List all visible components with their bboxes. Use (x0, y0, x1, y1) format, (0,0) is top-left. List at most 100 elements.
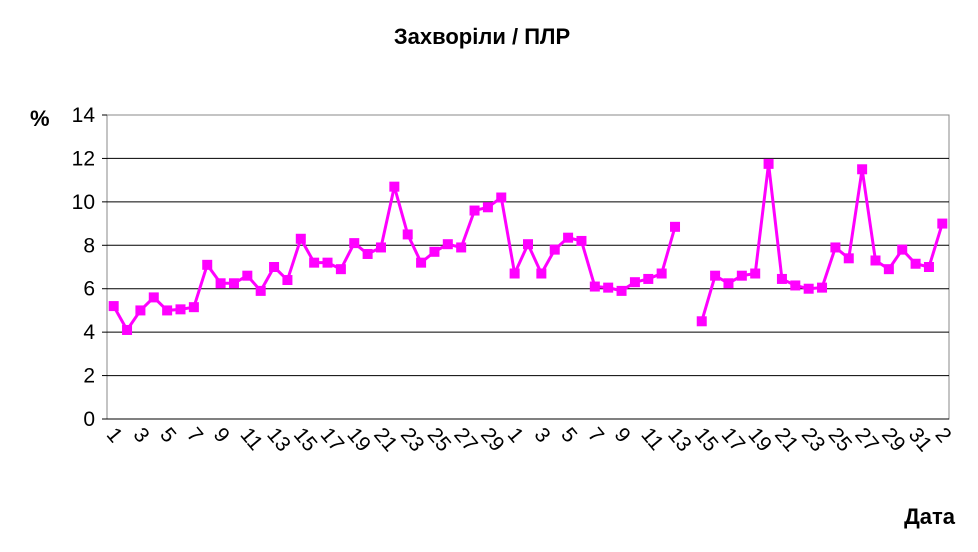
x-tick-label: 13 (262, 423, 295, 456)
data-point (923, 262, 934, 272)
data-point (148, 292, 159, 303)
x-tick-label: 1 (102, 423, 127, 447)
x-tick-label: 31 (904, 423, 937, 456)
data-point (442, 239, 453, 250)
x-tick-label: 21 (369, 423, 402, 456)
data-point (135, 305, 146, 316)
x-tick-label: 27 (850, 423, 883, 456)
y-tick-label: 10 (72, 191, 95, 214)
data-point (375, 242, 386, 253)
y-tick-label: 14 (72, 104, 96, 127)
data-point (670, 221, 681, 232)
data-point (402, 229, 413, 240)
x-tick-label: 15 (690, 423, 723, 456)
data-point (269, 262, 280, 272)
x-tick-label: 5 (155, 423, 180, 447)
y-tick-label: 12 (72, 147, 95, 170)
data-point (242, 270, 253, 281)
data-point (803, 283, 814, 294)
data-point (817, 282, 828, 293)
x-tick-label: 9 (610, 423, 635, 447)
data-point (576, 235, 587, 246)
data-point (295, 233, 306, 244)
data-point (122, 324, 133, 335)
data-point (656, 268, 667, 279)
data-point (563, 232, 574, 243)
x-tick-label: 11 (636, 423, 668, 454)
data-point (362, 248, 373, 259)
x-tick-label: 7 (583, 423, 608, 447)
data-point (523, 239, 533, 250)
data-point (536, 268, 547, 279)
x-tick-label: 15 (289, 423, 322, 456)
y-tick-label: 4 (83, 321, 95, 344)
data-point (710, 270, 721, 281)
data-point (215, 278, 226, 289)
data-point (188, 302, 199, 313)
x-tick-label: 5 (556, 423, 581, 447)
plot-area (106, 114, 950, 420)
data-point (496, 192, 507, 203)
data-point (322, 257, 333, 268)
data-point (616, 285, 627, 296)
y-tick-label: 0 (83, 408, 95, 431)
data-point (870, 255, 881, 266)
data-point (549, 244, 560, 255)
data-point (389, 181, 400, 192)
x-tick-label: 17 (717, 423, 750, 456)
data-point (482, 202, 493, 213)
x-tick-label: 3 (129, 423, 154, 447)
data-point (763, 158, 774, 169)
data-point (897, 244, 908, 255)
data-point (736, 270, 747, 281)
data-point (416, 257, 427, 268)
x-tick-label: 29 (877, 423, 910, 456)
data-point (228, 278, 239, 289)
x-tick-label: 9 (209, 423, 234, 447)
x-tick-label: 11 (236, 423, 268, 454)
x-tick-label: 2 (930, 423, 955, 447)
data-point (776, 273, 787, 284)
data-point (589, 281, 600, 292)
data-point (349, 238, 360, 249)
x-tick-label: 25 (824, 423, 857, 456)
chart-title: Захворіли / ПЛР (394, 24, 570, 49)
data-point (309, 257, 320, 268)
data-point (282, 275, 293, 286)
data-point (910, 258, 921, 269)
data-point (843, 253, 854, 264)
x-tick-label: 23 (797, 423, 830, 456)
x-tick-label: 17 (316, 423, 349, 456)
data-point (790, 280, 801, 291)
x-tick-label: 1 (503, 423, 528, 447)
x-tick-label: 21 (770, 423, 803, 456)
data-point (456, 242, 467, 253)
data-point (255, 285, 266, 296)
x-tick-label: 3 (530, 423, 555, 447)
data-point (469, 205, 480, 216)
data-point (643, 273, 654, 284)
data-point (108, 301, 119, 312)
x-tick-label: 13 (663, 423, 696, 456)
data-point (696, 316, 707, 327)
data-point (202, 259, 213, 270)
data-point (857, 164, 868, 175)
x-tick-label: 23 (396, 423, 429, 456)
y-axis-label: % (30, 106, 50, 131)
x-tick-label: 19 (342, 423, 375, 456)
data-point (937, 218, 948, 229)
x-tick-label: 29 (476, 423, 509, 456)
data-point (723, 278, 734, 289)
data-point (509, 268, 520, 279)
data-point (629, 277, 640, 288)
x-tick-label: 27 (449, 423, 482, 456)
y-tick-label: 6 (83, 278, 95, 301)
x-axis-label: Дата (904, 504, 956, 529)
data-point (750, 268, 761, 279)
data-point (162, 305, 173, 316)
data-point (175, 304, 186, 315)
x-tick-label: 7 (182, 423, 207, 447)
data-point (830, 242, 841, 253)
data-point (603, 282, 614, 293)
